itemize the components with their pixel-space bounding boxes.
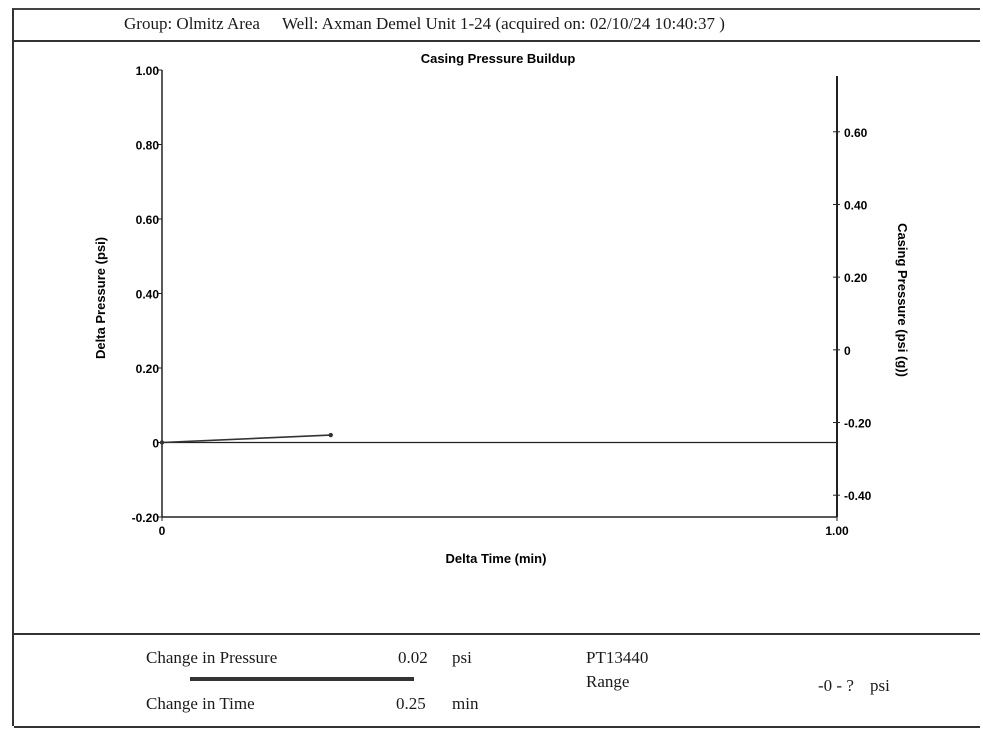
y2-tick-label: 0.40	[844, 198, 868, 212]
x-tick-label: 1.00	[825, 524, 849, 538]
y-tick-label: 1.00	[136, 64, 160, 78]
change-time-unit: min	[452, 694, 479, 713]
y-tick-label: -0.20	[132, 511, 160, 525]
footer-divider	[14, 726, 980, 728]
data-point	[328, 432, 333, 438]
y-tick-label: 0.40	[136, 288, 160, 302]
fraction-bar	[190, 677, 414, 681]
data-point	[159, 440, 165, 445]
x-axis-label: Delta Time (min)	[446, 551, 547, 566]
y-axis-ticks: 1.00 0.80 0.60 0.40 0.20 0 -0.20	[132, 64, 162, 525]
header-divider	[14, 40, 980, 42]
chart-axes	[161, 70, 838, 518]
chart-title: Casing Pressure Buildup	[421, 51, 576, 66]
change-time-value: 0.25	[396, 694, 426, 713]
change-pressure-value: 0.02	[398, 648, 428, 667]
range-label: Range	[586, 672, 630, 691]
x-tick-label: 0	[159, 524, 166, 538]
y2-tick-label: -0.20	[844, 417, 872, 431]
y-tick-label: 0	[152, 437, 159, 451]
y-axis-label: Delta Pressure (psi)	[93, 237, 108, 359]
series-line	[161, 434, 331, 444]
x-axis-ticks: 0 1.00	[159, 517, 849, 538]
y-tick-label: 0.20	[136, 362, 160, 376]
well-label: Well: Axman Demel Unit 1-24 (acquired on…	[281, 14, 725, 33]
y-tick-label: 0.80	[136, 139, 160, 153]
change-time-label: Change in Time	[146, 694, 255, 713]
y2-axis-label: Casing Pressure (psi (g))	[895, 223, 910, 377]
group-label: Group: Olmitz Area	[124, 14, 260, 33]
data-series	[159, 432, 333, 445]
sensor-id: PT13440	[586, 648, 649, 667]
y2-tick-label: 0	[844, 344, 851, 358]
range-value: -0 - ?	[818, 676, 854, 695]
report-frame	[12, 8, 980, 726]
y2-tick-label: -0.40	[844, 489, 872, 503]
y2-tick-label: 0.20	[844, 271, 868, 285]
y2-axis-ticks: 0.60 0.40 0.20 0 -0.20 -0.40	[833, 126, 872, 503]
change-pressure-unit: psi	[452, 648, 472, 667]
y-tick-label: 0.60	[136, 213, 160, 227]
change-pressure-label: Change in Pressure	[146, 648, 278, 667]
casing-pressure-chart: Casing Pressure Buildup 1.00 0.80 0.60 0.40…	[93, 51, 910, 566]
range-unit: psi	[870, 676, 890, 695]
report-header: Group: Olmitz Area Well: Axman Demel Unit…	[124, 14, 725, 34]
y2-tick-label: 0.60	[844, 126, 868, 140]
plot-divider	[14, 633, 980, 635]
